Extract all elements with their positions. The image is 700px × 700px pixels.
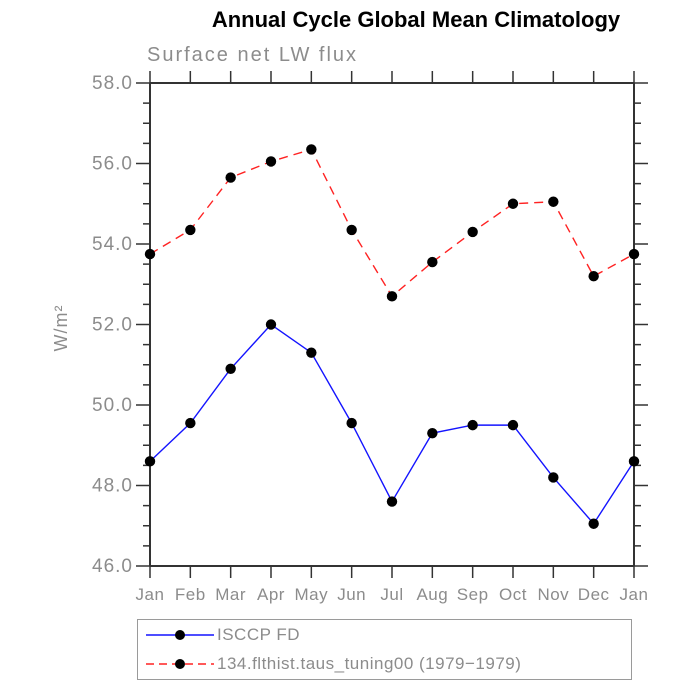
svg-text:48.0: 48.0	[92, 476, 133, 497]
svg-text:52.0: 52.0	[92, 315, 133, 336]
svg-text:Apr: Apr	[257, 585, 285, 604]
svg-text:Aug: Aug	[416, 585, 448, 604]
svg-text:Oct: Oct	[499, 585, 527, 604]
legend-item-flthist: 134.flthist.taus_tuning00 (1979−1979)	[144, 651, 631, 677]
legend-label: 134.flthist.taus_tuning00 (1979−1979)	[217, 653, 522, 673]
svg-text:Mar: Mar	[215, 585, 246, 604]
legend-line-sample-solid	[146, 630, 214, 641]
svg-text:58.0: 58.0	[92, 73, 133, 94]
svg-text:Feb: Feb	[175, 585, 206, 604]
svg-text:56.0: 56.0	[92, 154, 133, 175]
svg-text:Dec: Dec	[578, 585, 610, 604]
svg-text:54.0: 54.0	[92, 234, 133, 255]
legend-item-isccp: ISCCP FD	[144, 622, 631, 648]
svg-text:Jan: Jan	[620, 585, 649, 604]
legend-line-sample-dashed	[146, 658, 214, 669]
legend: ISCCP FD 134.flthist.taus_tuning00 (1979…	[137, 619, 632, 680]
chart-subtitle: Surface net LW flux	[147, 44, 359, 66]
svg-text:Jul: Jul	[380, 585, 403, 604]
chart-title: Annual Cycle Global Mean Climatology	[211, 7, 621, 32]
svg-text:Jan: Jan	[136, 585, 165, 604]
svg-text:Jun: Jun	[337, 585, 366, 604]
svg-text:May: May	[295, 585, 329, 604]
svg-text:46.0: 46.0	[92, 556, 133, 577]
svg-text:50.0: 50.0	[92, 395, 133, 416]
svg-text:Nov: Nov	[537, 585, 569, 604]
svg-text:Sep: Sep	[457, 585, 489, 604]
legend-label: ISCCP FD	[217, 625, 301, 645]
